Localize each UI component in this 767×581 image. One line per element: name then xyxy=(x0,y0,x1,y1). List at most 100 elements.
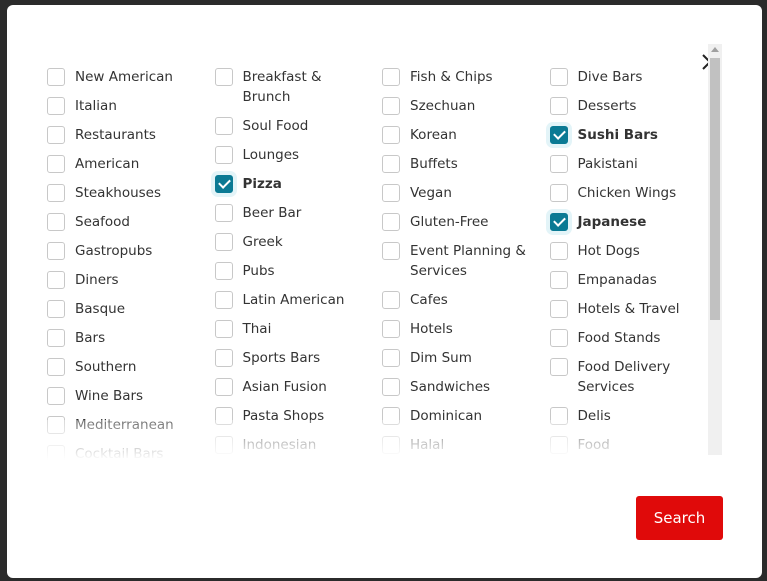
category-option[interactable]: Cocktail Bars xyxy=(45,439,213,460)
checkbox[interactable] xyxy=(549,96,568,115)
checkbox[interactable] xyxy=(214,67,233,86)
category-option[interactable]: Soul Food xyxy=(213,111,381,140)
category-option[interactable]: Wine Bars xyxy=(45,381,213,410)
checkbox[interactable] xyxy=(382,212,400,231)
checkbox[interactable] xyxy=(549,328,568,347)
category-option[interactable]: Szechuan xyxy=(380,91,548,120)
category-option[interactable]: Food Stands xyxy=(548,323,716,352)
category-option[interactable]: Pasta Shops xyxy=(213,401,381,430)
checkbox[interactable] xyxy=(47,241,65,260)
category-option[interactable]: Delis xyxy=(548,401,716,430)
checkbox[interactable] xyxy=(47,125,65,144)
checkbox[interactable] xyxy=(382,96,400,115)
category-option[interactable]: Pubs xyxy=(213,256,381,285)
checkbox[interactable] xyxy=(214,406,233,425)
checkbox[interactable] xyxy=(382,377,400,396)
checkbox[interactable] xyxy=(549,270,568,289)
checkbox[interactable] xyxy=(47,444,65,460)
checkbox[interactable] xyxy=(47,299,65,318)
checkbox[interactable] xyxy=(382,319,400,338)
checkbox[interactable] xyxy=(47,183,65,202)
category-option[interactable]: Food xyxy=(548,430,716,459)
checkbox[interactable] xyxy=(549,241,568,260)
checkbox[interactable] xyxy=(382,241,400,260)
checkbox[interactable] xyxy=(47,357,65,376)
category-option[interactable]: Greek xyxy=(213,227,381,256)
category-option[interactable]: Basque xyxy=(45,294,213,323)
checkbox[interactable] xyxy=(382,290,400,309)
category-option[interactable]: Desserts xyxy=(548,91,716,120)
category-option[interactable]: Lounges xyxy=(213,140,381,169)
checkbox[interactable] xyxy=(214,377,233,396)
checkbox[interactable] xyxy=(549,154,568,173)
category-option[interactable]: Diners xyxy=(45,265,213,294)
category-option[interactable]: New American xyxy=(45,62,213,91)
category-option[interactable]: Fish & Chips xyxy=(380,62,548,91)
category-option[interactable]: American xyxy=(45,149,213,178)
category-option[interactable]: Steakhouses xyxy=(45,178,213,207)
checkbox[interactable] xyxy=(214,116,233,135)
category-option[interactable]: Sushi Bars xyxy=(548,120,716,149)
category-option[interactable]: Dive Bars xyxy=(548,62,716,91)
checkbox[interactable] xyxy=(549,435,568,454)
category-option[interactable]: Pizza xyxy=(213,169,381,198)
scrollbar-thumb[interactable] xyxy=(710,58,720,320)
checkbox[interactable] xyxy=(549,299,568,318)
checkbox[interactable] xyxy=(47,415,65,434)
category-option[interactable]: Dim Sum xyxy=(380,343,548,372)
category-option[interactable]: Chicken Wings xyxy=(548,178,716,207)
category-option[interactable]: Korean xyxy=(380,120,548,149)
category-option[interactable]: Southern xyxy=(45,352,213,381)
checkbox[interactable] xyxy=(214,348,233,367)
checkbox[interactable] xyxy=(47,270,65,289)
category-option[interactable]: Thai xyxy=(213,314,381,343)
checkbox[interactable] xyxy=(47,154,65,173)
category-option[interactable]: Asian Fusion xyxy=(213,372,381,401)
checkbox[interactable] xyxy=(549,183,568,202)
category-option[interactable]: Gastropubs xyxy=(45,236,213,265)
checkbox[interactable] xyxy=(214,232,233,251)
checkbox[interactable] xyxy=(214,319,233,338)
category-option[interactable]: Italian xyxy=(45,91,213,120)
checkbox-checked[interactable] xyxy=(549,212,568,231)
category-option[interactable]: Latin American xyxy=(213,285,381,314)
category-option[interactable]: Hotels & Travel xyxy=(548,294,716,323)
category-option[interactable]: Cafes xyxy=(380,285,548,314)
checkbox[interactable] xyxy=(47,386,65,405)
checkbox-checked[interactable] xyxy=(214,174,233,193)
category-option[interactable]: Sandwiches xyxy=(380,372,548,401)
category-option[interactable]: Japanese xyxy=(548,207,716,236)
checkbox[interactable] xyxy=(214,203,233,222)
checkbox[interactable] xyxy=(549,406,568,425)
category-option[interactable]: Event Planning & Services xyxy=(380,236,548,285)
category-option[interactable]: Dominican xyxy=(380,401,548,430)
category-option[interactable]: Beer Bar xyxy=(213,198,381,227)
category-option[interactable]: Mediterranean xyxy=(45,410,213,439)
checkbox[interactable] xyxy=(382,435,400,454)
checkbox[interactable] xyxy=(47,212,65,231)
checkbox[interactable] xyxy=(382,67,400,86)
checkbox[interactable] xyxy=(47,328,65,347)
category-option[interactable]: Indonesian xyxy=(213,430,381,459)
checkbox[interactable] xyxy=(214,145,233,164)
category-option[interactable]: Bars xyxy=(45,323,213,352)
checkbox[interactable] xyxy=(382,183,400,202)
category-option[interactable]: Breakfast & Brunch xyxy=(213,62,381,111)
checkbox[interactable] xyxy=(214,290,233,309)
checkbox[interactable] xyxy=(549,67,568,86)
checkbox[interactable] xyxy=(382,125,400,144)
checkbox[interactable] xyxy=(382,348,400,367)
checkbox[interactable] xyxy=(47,67,65,86)
category-option[interactable]: Hot Dogs xyxy=(548,236,716,265)
category-option[interactable]: Halal xyxy=(380,430,548,459)
category-option[interactable]: Seafood xyxy=(45,207,213,236)
scroll-up-arrow-icon[interactable] xyxy=(711,47,719,52)
category-option[interactable]: Hotels xyxy=(380,314,548,343)
category-option[interactable]: Vegan xyxy=(380,178,548,207)
checkbox[interactable] xyxy=(382,154,400,173)
checkbox[interactable] xyxy=(214,435,233,454)
category-option[interactable]: Pakistani xyxy=(548,149,716,178)
checkbox[interactable] xyxy=(214,261,233,280)
category-option[interactable]: Food Delivery Services xyxy=(548,352,716,401)
checkbox-checked[interactable] xyxy=(549,125,568,144)
